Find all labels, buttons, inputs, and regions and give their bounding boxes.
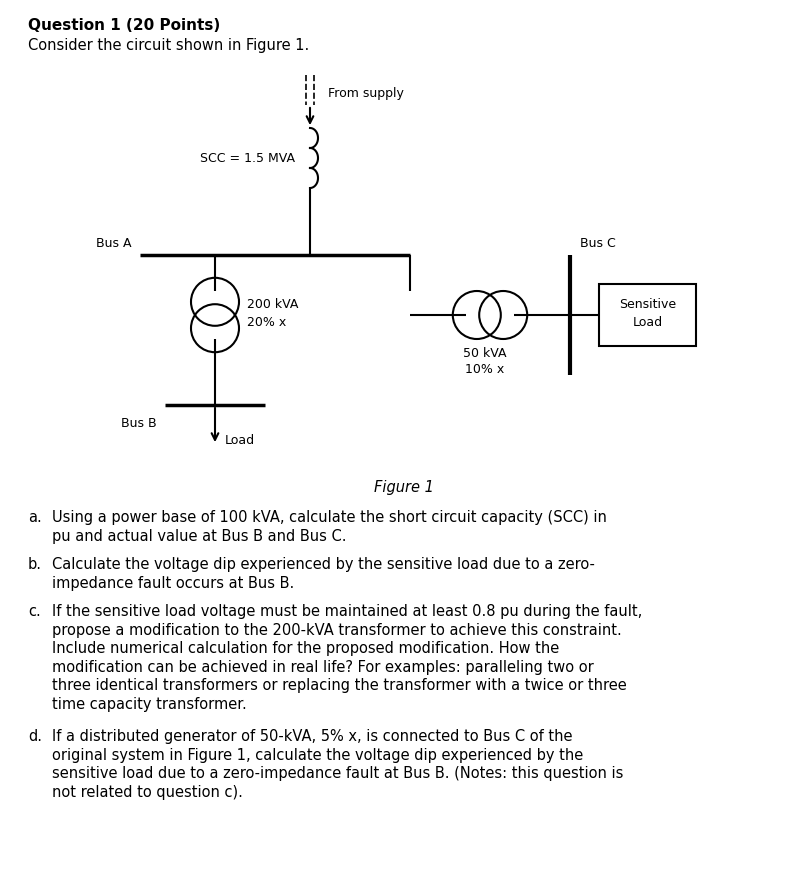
Text: 200 kVA: 200 kVA — [247, 299, 298, 311]
Text: Using a power base of 100 kVA, calculate the short circuit capacity (SCC) in
pu : Using a power base of 100 kVA, calculate… — [52, 510, 607, 544]
Text: Consider the circuit shown in Figure 1.: Consider the circuit shown in Figure 1. — [28, 38, 309, 53]
Text: If the sensitive load voltage must be maintained at least 0.8 pu during the faul: If the sensitive load voltage must be ma… — [52, 604, 642, 712]
Text: 10% x: 10% x — [465, 363, 505, 376]
Text: Load: Load — [225, 434, 255, 447]
Text: Figure 1: Figure 1 — [374, 480, 434, 495]
Text: SCC = 1.5 MVA: SCC = 1.5 MVA — [200, 151, 295, 164]
Text: Bus B: Bus B — [121, 417, 157, 430]
FancyBboxPatch shape — [599, 284, 696, 346]
Text: Bus A: Bus A — [96, 237, 132, 250]
Text: c.: c. — [28, 604, 40, 619]
Text: Question 1 (20 Points): Question 1 (20 Points) — [28, 18, 221, 33]
Text: d.: d. — [28, 729, 42, 744]
Text: Calculate the voltage dip experienced by the sensitive load due to a zero-
imped: Calculate the voltage dip experienced by… — [52, 557, 595, 591]
Text: Sensitive: Sensitive — [619, 299, 676, 311]
Text: Load: Load — [633, 316, 663, 329]
Text: If a distributed generator of 50-kVA, 5% x, is connected to Bus C of the
origina: If a distributed generator of 50-kVA, 5%… — [52, 729, 624, 800]
Text: Bus C: Bus C — [580, 237, 616, 250]
Text: 20% x: 20% x — [247, 316, 286, 329]
Text: a.: a. — [28, 510, 42, 525]
Text: From supply: From supply — [328, 87, 404, 100]
Text: 50 kVA: 50 kVA — [463, 347, 507, 360]
Text: b.: b. — [28, 557, 42, 572]
